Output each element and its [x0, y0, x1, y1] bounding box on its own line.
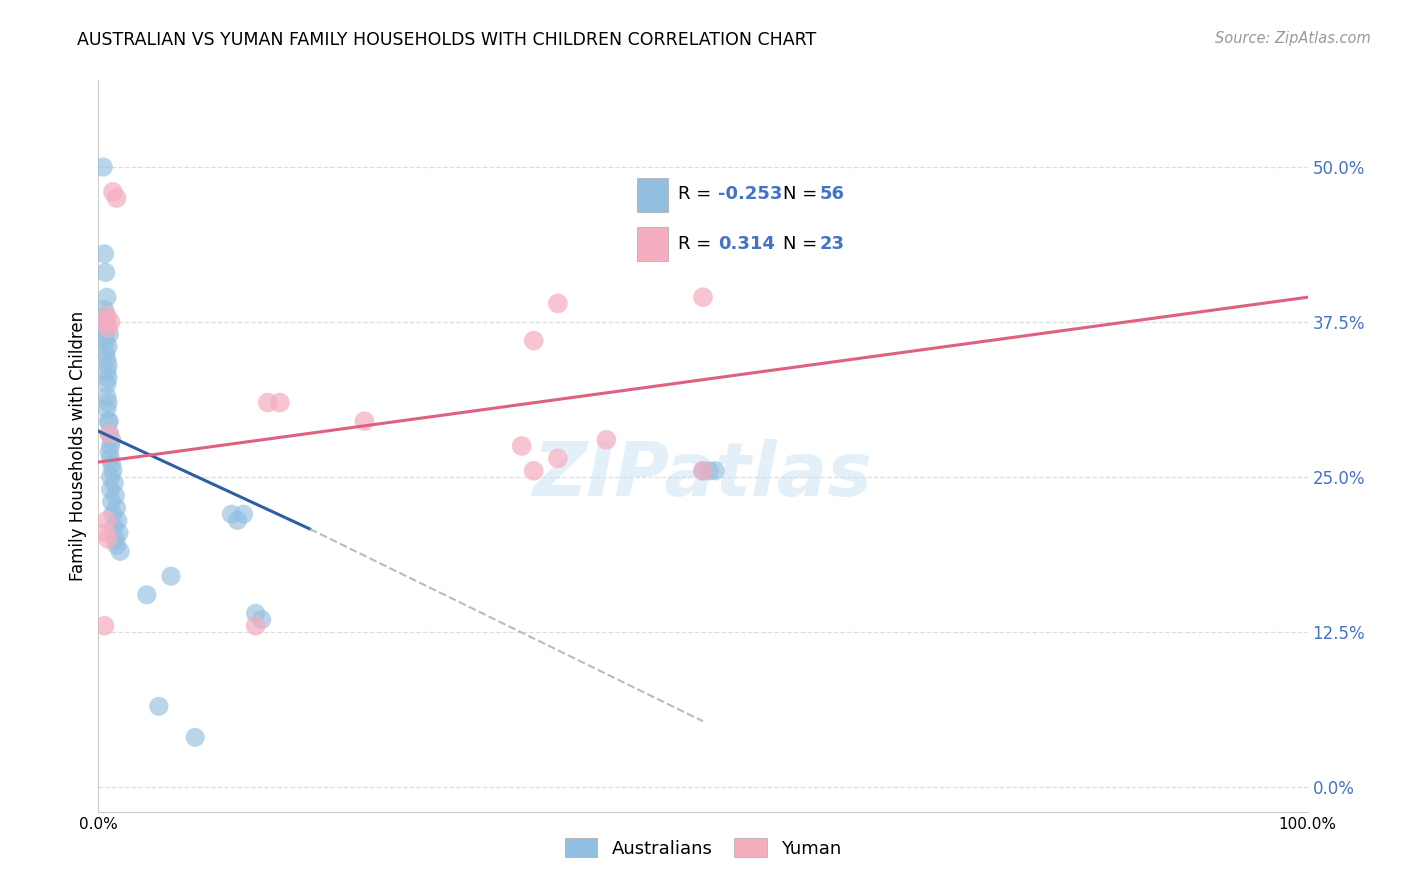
Point [97, 359, 120, 373]
Point [97, 340, 120, 354]
Point [100, 458, 122, 472]
Text: Source: ZipAtlas.com: Source: ZipAtlas.com [1215, 31, 1371, 46]
Point [104, 532, 127, 546]
Point [595, 433, 617, 447]
Point [107, 513, 129, 527]
Point [692, 464, 714, 478]
Point [96, 389, 118, 403]
Point [100, 315, 122, 329]
Point [108, 544, 131, 558]
Point [221, 507, 243, 521]
Point [105, 500, 128, 515]
Point [704, 464, 727, 478]
Text: 23: 23 [820, 235, 845, 252]
Point [100, 483, 122, 497]
Text: R =: R = [678, 185, 717, 202]
Point [97, 395, 120, 409]
Point [94, 525, 117, 540]
Point [98, 426, 121, 441]
Point [93, 619, 115, 633]
Point [100, 433, 122, 447]
Point [96, 365, 118, 379]
Point [100, 470, 122, 484]
Point [97, 414, 120, 428]
Text: N =: N = [783, 235, 823, 252]
Point [93, 327, 115, 342]
Point [103, 519, 125, 533]
Point [94, 265, 117, 279]
Point [547, 451, 569, 466]
Point [104, 489, 127, 503]
Point [91, 160, 114, 174]
Point [523, 464, 546, 478]
Point [94, 309, 117, 323]
Point [96, 352, 118, 367]
Text: R =: R = [678, 235, 717, 252]
Bar [637, 178, 668, 212]
Point [97, 532, 120, 546]
Point [184, 731, 207, 745]
Point [93, 315, 115, 329]
Text: ZIPatlas: ZIPatlas [533, 439, 873, 512]
Point [103, 476, 125, 491]
Point [98, 327, 121, 342]
Point [135, 588, 157, 602]
Point [98, 426, 121, 441]
Point [245, 607, 267, 621]
Point [226, 513, 249, 527]
Point [101, 507, 124, 521]
Point [692, 464, 714, 478]
Text: AUSTRALIAN VS YUMAN FAMILY HOUSEHOLDS WITH CHILDREN CORRELATION CHART: AUSTRALIAN VS YUMAN FAMILY HOUSEHOLDS WI… [77, 31, 817, 49]
Y-axis label: Family Households with Children: Family Households with Children [69, 311, 87, 581]
Point [108, 525, 131, 540]
Point [94, 315, 117, 329]
Point [93, 302, 115, 317]
Point [523, 334, 546, 348]
Point [353, 414, 375, 428]
Point [547, 296, 569, 310]
Point [148, 699, 170, 714]
Point [160, 569, 183, 583]
Point [97, 371, 120, 385]
Point [98, 414, 121, 428]
Point [105, 191, 128, 205]
Point [96, 290, 118, 304]
Point [245, 619, 267, 633]
Point [232, 507, 254, 521]
Point [692, 290, 714, 304]
Point [510, 439, 533, 453]
Point [97, 321, 120, 335]
Point [96, 309, 118, 323]
Bar [637, 227, 668, 261]
Point [256, 395, 278, 409]
Point [96, 315, 118, 329]
Point [98, 445, 121, 459]
Text: 56: 56 [820, 185, 845, 202]
Point [93, 247, 115, 261]
Point [94, 321, 117, 335]
Point [96, 401, 118, 416]
Point [96, 513, 118, 527]
Point [269, 395, 291, 409]
Point [100, 495, 122, 509]
Point [105, 538, 128, 552]
Point [250, 613, 273, 627]
Text: -0.253: -0.253 [718, 185, 783, 202]
Point [100, 439, 122, 453]
Text: 0.314: 0.314 [718, 235, 775, 252]
Point [697, 464, 720, 478]
Text: N =: N = [783, 185, 823, 202]
Point [101, 464, 124, 478]
Point [94, 346, 117, 360]
Point [94, 334, 117, 348]
Point [96, 377, 118, 392]
Point [101, 185, 124, 199]
Legend: Australians, Yuman: Australians, Yuman [557, 831, 849, 865]
Point [100, 451, 122, 466]
